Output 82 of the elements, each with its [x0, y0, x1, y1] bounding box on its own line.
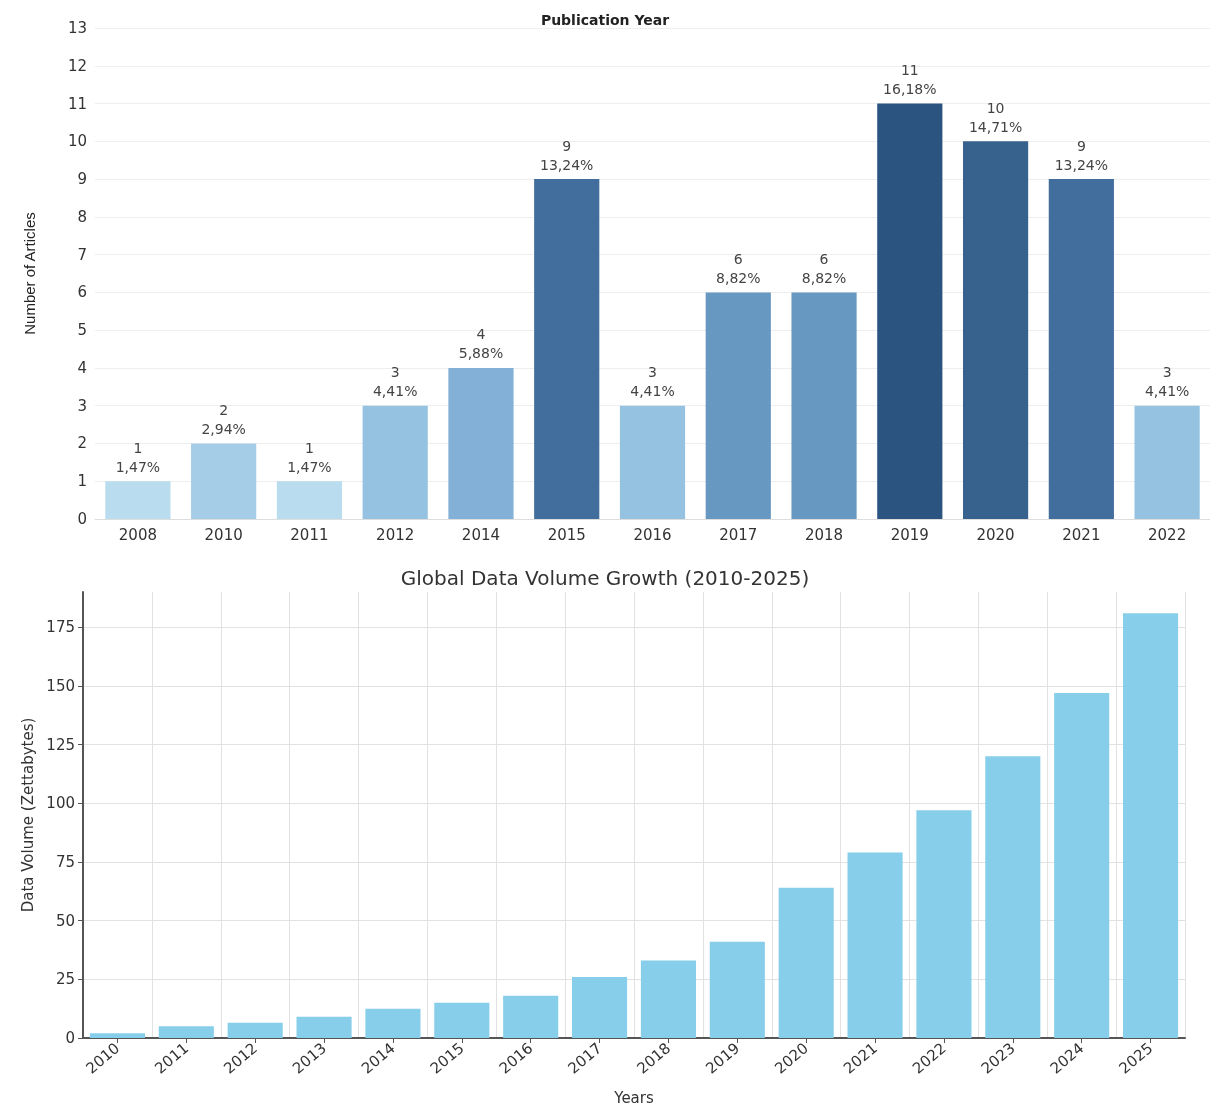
- y-tick-label: 150: [46, 676, 75, 695]
- y-tick-label: 100: [46, 794, 75, 813]
- bar: [89, 1033, 145, 1038]
- bar: [847, 852, 903, 1038]
- data-label: 1 1,47%: [115, 439, 161, 475]
- chart-title: Publication Year: [540, 12, 670, 28]
- y-tick-label: 11: [67, 94, 87, 113]
- chart-title: Global Data Volume Growth (2010-2025): [400, 566, 810, 590]
- y-axis-title: Number of Articles: [21, 212, 38, 335]
- data-label: 10 14,71%: [968, 99, 1023, 135]
- bar: [640, 960, 696, 1038]
- data-label: 3 4,41%: [630, 364, 675, 400]
- y-tick-label: 75: [55, 852, 75, 871]
- y-tick-label: 175: [46, 618, 75, 637]
- bar: [778, 887, 834, 1038]
- y-tick-label: 3: [77, 396, 87, 415]
- bar: [362, 405, 428, 519]
- data-label: 6 8,82%: [801, 250, 847, 286]
- x-tick-label: 2021: [1062, 525, 1101, 544]
- x-tick-label: 2010: [204, 525, 243, 544]
- y-tick-label: 0: [65, 1029, 75, 1047]
- y-tick-label: 50: [55, 911, 75, 930]
- y-axis-title: Data Volume (Zettabytes): [18, 717, 37, 913]
- x-tick-label: 2020: [976, 525, 1015, 544]
- x-tick-label: 2012: [376, 525, 415, 544]
- bar: [619, 405, 686, 519]
- x-tick-label: 2008: [118, 525, 157, 544]
- y-tick-label: 6: [77, 283, 87, 302]
- data-label: 9 13,24%: [540, 137, 594, 173]
- x-tick-label: 2017: [719, 525, 758, 544]
- data-label: 11 16,18%: [883, 62, 937, 98]
- data-label: 3 4,41%: [372, 364, 418, 400]
- x-tick-label: 2018: [804, 525, 844, 544]
- bar: [365, 1008, 421, 1038]
- bar: [276, 481, 343, 519]
- bar: [572, 976, 628, 1038]
- data-label: 6 8,82%: [716, 250, 761, 286]
- bar: [105, 481, 171, 519]
- x-tick-label: 2015: [547, 525, 586, 544]
- bar: [916, 810, 972, 1038]
- data-label: 9 13,24%: [1054, 137, 1109, 173]
- bar: [296, 1016, 352, 1038]
- y-tick-label: 7: [77, 245, 87, 264]
- y-tick-label: 125: [46, 735, 75, 754]
- bar: [877, 103, 943, 519]
- y-tick-label: 5: [77, 321, 87, 340]
- bar: [709, 941, 765, 1038]
- bar: [1123, 613, 1179, 1038]
- bar: [503, 995, 559, 1038]
- y-tick-label: 1: [77, 472, 87, 491]
- bar: [191, 443, 257, 519]
- bar: [434, 1002, 490, 1038]
- x-axis-title: Years: [613, 1088, 654, 1107]
- bar: [705, 292, 771, 519]
- x-tick-label: 2016: [633, 525, 672, 544]
- bar: [1134, 405, 1200, 519]
- y-tick-label: 10: [67, 132, 87, 151]
- data-label: 2 2,94%: [201, 401, 246, 437]
- bar: [985, 756, 1041, 1038]
- y-tick-label: 8: [77, 207, 87, 226]
- y-tick-label: 9: [77, 170, 87, 189]
- bar: [227, 1022, 283, 1038]
- data-label: 4 5,88%: [458, 326, 504, 362]
- y-tick-label: 25: [55, 970, 75, 989]
- bar: [1048, 179, 1114, 519]
- x-tick-label: 2019: [890, 525, 929, 544]
- bar: [962, 141, 1029, 519]
- bar: [1054, 692, 1110, 1038]
- y-tick-label: 2: [77, 434, 87, 453]
- data-label: 1 1,47%: [287, 439, 332, 475]
- x-tick-label: 2014: [461, 525, 501, 544]
- y-tick-label: 0: [77, 510, 87, 528]
- x-tick-label: 2011: [290, 525, 329, 544]
- bar: [534, 179, 600, 519]
- y-tick-label: 4: [77, 358, 87, 377]
- data-label: 3 4,41%: [1144, 364, 1190, 400]
- x-tick-label: 2022: [1148, 525, 1187, 544]
- y-tick-label: 13: [67, 19, 87, 37]
- y-tick-label: 12: [67, 56, 87, 75]
- bar: [791, 292, 857, 519]
- bar: [158, 1026, 214, 1038]
- bar: [448, 367, 514, 519]
